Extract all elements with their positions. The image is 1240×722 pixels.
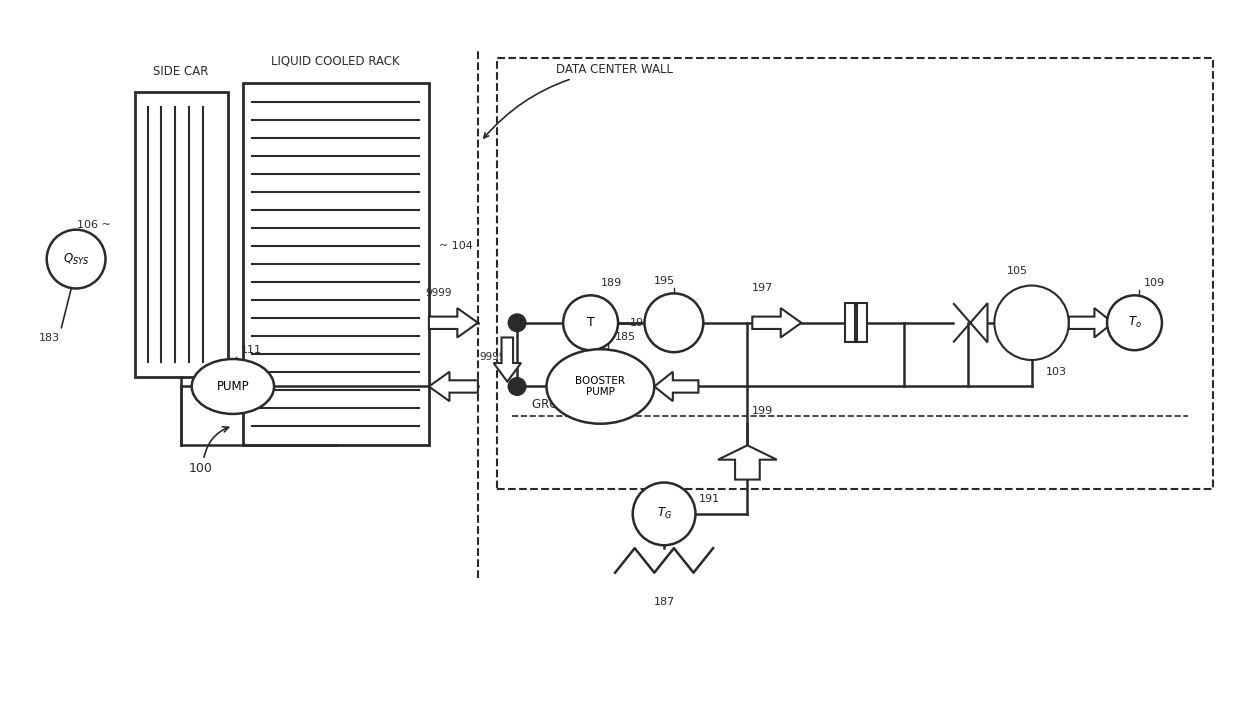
Text: 9999: 9999: [480, 352, 506, 362]
Text: 109: 109: [1145, 279, 1166, 289]
Text: ~ 104: ~ 104: [439, 241, 472, 251]
Circle shape: [994, 285, 1069, 360]
Text: 103: 103: [1047, 367, 1068, 377]
Circle shape: [563, 295, 618, 350]
Text: 199: 199: [753, 406, 774, 416]
Text: T: T: [587, 316, 594, 329]
Bar: [497, 58, 1213, 490]
Bar: [857, 303, 867, 342]
Polygon shape: [429, 372, 477, 401]
Text: $T_o$: $T_o$: [1127, 316, 1142, 331]
Circle shape: [47, 230, 105, 289]
Bar: [243, 83, 429, 445]
Text: 183: 183: [40, 333, 61, 342]
Text: $Q_{SYS}$: $Q_{SYS}$: [63, 251, 89, 266]
Circle shape: [1107, 295, 1162, 350]
Ellipse shape: [547, 349, 655, 424]
Ellipse shape: [192, 359, 274, 414]
Circle shape: [508, 378, 526, 396]
Bar: [135, 92, 228, 377]
Text: LIQUID COOLED RACK: LIQUID COOLED RACK: [272, 55, 401, 68]
Text: 100: 100: [188, 461, 213, 474]
Text: PUMP: PUMP: [217, 380, 249, 393]
Text: GROUND LEVEL: GROUND LEVEL: [532, 398, 624, 411]
Text: DATA CENTER WALL: DATA CENTER WALL: [484, 63, 673, 138]
Text: 106 ~: 106 ~: [77, 219, 110, 230]
Polygon shape: [429, 308, 477, 337]
Circle shape: [645, 293, 703, 352]
Text: 187: 187: [653, 597, 675, 607]
Text: BOOSTER
PUMP: BOOSTER PUMP: [575, 375, 625, 397]
Circle shape: [508, 314, 526, 331]
Text: 189: 189: [600, 279, 621, 289]
Polygon shape: [655, 372, 698, 401]
Text: 197: 197: [751, 283, 773, 293]
Text: $T_G$: $T_G$: [656, 506, 672, 521]
Text: 195: 195: [653, 276, 675, 285]
Polygon shape: [718, 445, 776, 479]
Text: 191: 191: [698, 494, 719, 504]
Text: 193: 193: [630, 318, 651, 328]
Text: 111: 111: [241, 345, 262, 355]
Polygon shape: [1069, 308, 1114, 337]
Bar: [846, 303, 856, 342]
Polygon shape: [753, 308, 801, 337]
Text: SIDE CAR: SIDE CAR: [154, 65, 208, 78]
Text: 9999: 9999: [425, 288, 451, 298]
Text: 185: 185: [615, 332, 636, 342]
Circle shape: [632, 482, 696, 545]
Polygon shape: [494, 337, 521, 382]
Text: 105: 105: [1007, 266, 1028, 276]
